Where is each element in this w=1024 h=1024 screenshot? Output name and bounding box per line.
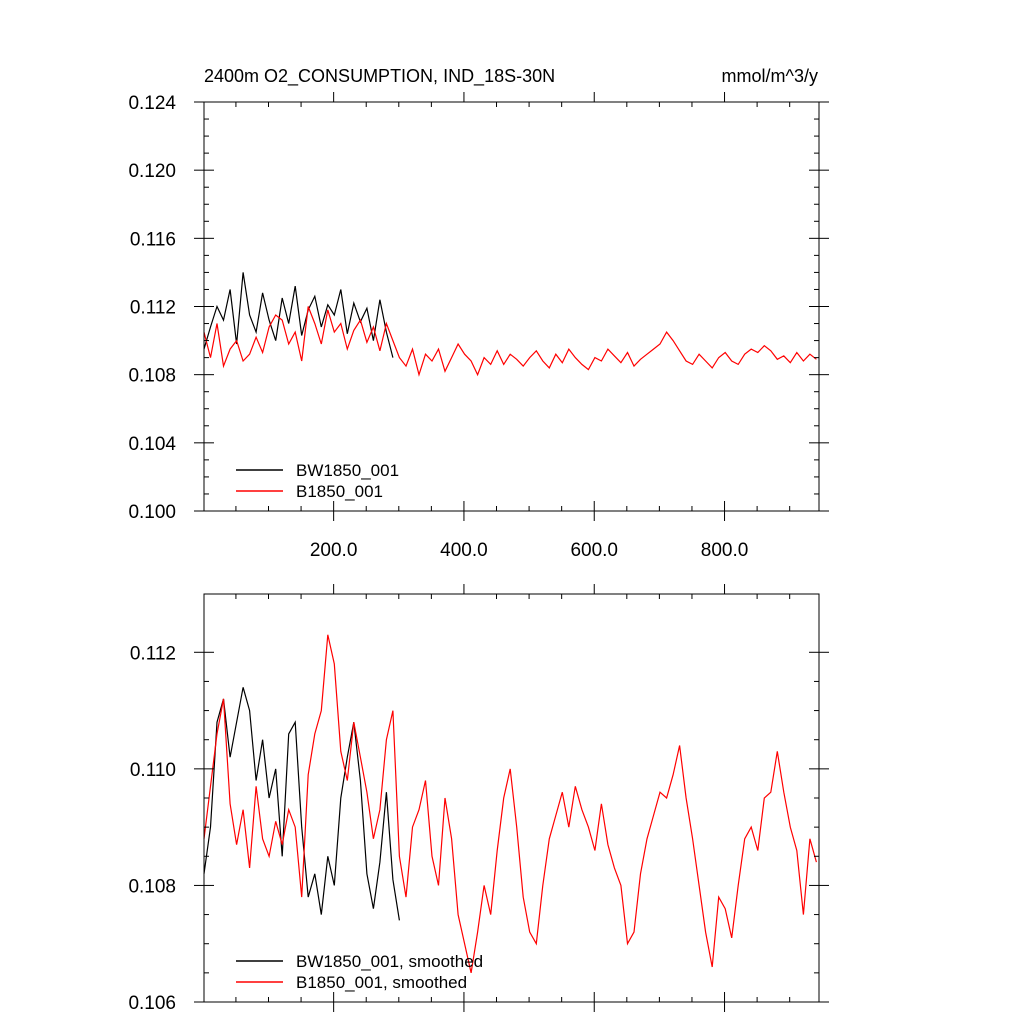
- top-y-tick-label-3: 0.112: [130, 298, 176, 319]
- chart-units: mmol/m^3/y: [722, 66, 818, 86]
- top-y-tick-label-2: 0.108: [128, 366, 176, 387]
- top-x-tick-label-2: 600.0: [570, 540, 618, 561]
- top-plot-frame: [203, 101, 820, 512]
- top-y-tick-label-0: 0.100: [128, 502, 176, 523]
- chart-title: 2400m O2_CONSUMPTION, IND_18S-30N: [204, 66, 555, 87]
- top-ticks-group: 0.100 0.104 0.108 0.112 0.116 0.120 0.124 200.0…: [128, 92, 829, 561]
- top-x-tick-label-0: 200.0: [310, 540, 358, 561]
- top-panel: 0.100 0.104 0.108 0.112 0.116 0.120 0.124 200.0…: [128, 92, 829, 561]
- top-legend-label-1: B1850_001: [296, 482, 383, 501]
- bottom-y-tick-label-0: 0.106: [128, 993, 176, 1014]
- top-y-tick-label-6: 0.124: [128, 93, 176, 114]
- bottom-y-tick-label-3: 0.112: [130, 643, 176, 664]
- bottom-plot-frame: [203, 593, 820, 1003]
- top-y-tick-label-5: 0.120: [128, 161, 176, 182]
- bottom-legend-label-0: BW1850_001, smoothed: [296, 952, 483, 971]
- bottom-series-line-1: [203, 634, 817, 974]
- top-series-line-1: [203, 306, 817, 377]
- bottom-series-group: [203, 634, 817, 974]
- top-series-line-0: [203, 272, 394, 358]
- top-legend: BW1850_001 B1850_001: [236, 461, 399, 501]
- bottom-series-line-0: [203, 687, 400, 921]
- top-x-tick-label-1: 400.0: [440, 540, 488, 561]
- bottom-legend: BW1850_001, smoothed B1850_001, smoothed: [236, 952, 483, 992]
- bottom-legend-label-1: B1850_001, smoothed: [296, 973, 467, 992]
- bottom-ticks-group: 0.106 0.108 0.110 0.112: [128, 584, 829, 1014]
- bottom-panel: 0.106 0.108 0.110 0.112 BW1850_001, smoothe…: [128, 584, 829, 1014]
- top-y-tick-label-4: 0.116: [130, 229, 176, 250]
- bottom-y-tick-label-2: 0.110: [130, 760, 176, 781]
- bottom-y-tick-label-1: 0.108: [128, 876, 176, 897]
- top-legend-label-0: BW1850_001: [296, 461, 399, 480]
- top-y-tick-label-1: 0.104: [128, 434, 176, 455]
- top-x-tick-label-3: 800.0: [701, 540, 749, 561]
- top-series-group: [203, 272, 817, 377]
